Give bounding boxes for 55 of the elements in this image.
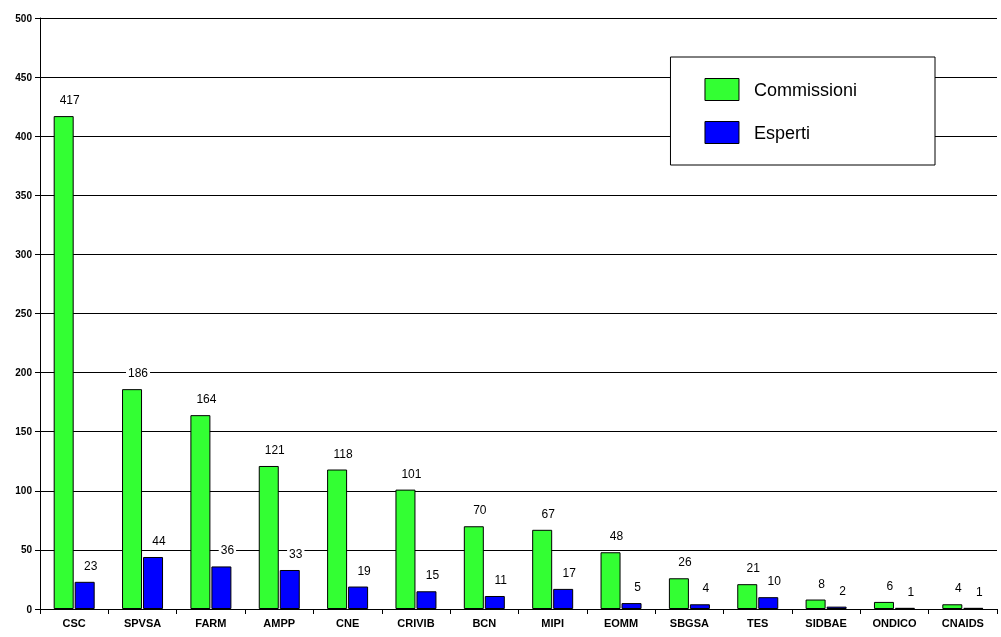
data-label: 21 — [746, 561, 761, 576]
data-label: 44 — [152, 533, 167, 548]
data-label: 417 — [59, 93, 81, 108]
y-tick-label: 0 — [26, 603, 33, 615]
data-label: 36 — [220, 543, 235, 558]
data-label: 121 — [264, 442, 286, 457]
y-tick-label: 50 — [20, 544, 33, 556]
legend-label: Esperti — [753, 122, 811, 143]
x-tick-label: ONDICO — [872, 616, 917, 629]
x-tick-label: CRIVIB — [397, 616, 435, 629]
y-tick-label: 250 — [15, 308, 33, 319]
data-label: 15 — [425, 568, 440, 583]
data-label: 23 — [84, 558, 98, 573]
y-tick-label: 500 — [15, 12, 33, 24]
x-tick-label: EOMM — [603, 616, 639, 629]
data-label: 48 — [609, 529, 624, 544]
legend-label: Commissioni — [753, 79, 858, 100]
data-label: 8 — [818, 576, 826, 591]
data-label: 33 — [289, 546, 303, 561]
data-label: 1 — [975, 584, 983, 599]
data-label: 164 — [196, 392, 217, 407]
y-tick-label: 350 — [15, 189, 33, 201]
data-label: 6 — [886, 578, 894, 593]
data-label: 4 — [954, 581, 962, 596]
data-label: 11 — [494, 573, 508, 587]
data-label: 70 — [473, 503, 487, 518]
data-label: 5 — [634, 580, 642, 595]
data-label: 17 — [562, 565, 577, 580]
x-tick-label: TES — [747, 616, 769, 629]
x-tick-label: SBGSA — [669, 616, 709, 629]
y-tick-label: 450 — [15, 71, 33, 83]
y-tick-label: 200 — [15, 367, 33, 379]
x-tick-label: CNAIDS — [941, 616, 984, 629]
data-label: 4 — [702, 581, 710, 596]
x-tick-label: CSC — [62, 616, 86, 629]
x-tick-label: FARM — [195, 616, 227, 629]
x-tick-label: SPVSA — [123, 616, 162, 629]
y-tick-label: 150 — [15, 426, 33, 438]
data-label: 19 — [357, 563, 372, 578]
y-tick-label: 400 — [15, 130, 33, 142]
x-tick-label: SIDBAE — [805, 616, 847, 629]
x-tick-label: CNE — [335, 616, 360, 629]
data-label: 101 — [401, 466, 422, 481]
x-tick-label: AMPP — [263, 616, 296, 629]
data-label: 10 — [767, 574, 782, 589]
x-tick-label: BCN — [472, 616, 497, 629]
data-label: 118 — [333, 446, 353, 461]
data-label: 2 — [839, 583, 847, 598]
y-tick-label: 100 — [15, 485, 33, 497]
y-tick-label: 300 — [15, 248, 33, 260]
x-tick-label: MIPI — [541, 616, 564, 629]
data-label: 67 — [541, 506, 556, 521]
data-label: 186 — [128, 366, 149, 381]
data-label: 1 — [907, 584, 915, 599]
data-label: 26 — [678, 555, 692, 570]
